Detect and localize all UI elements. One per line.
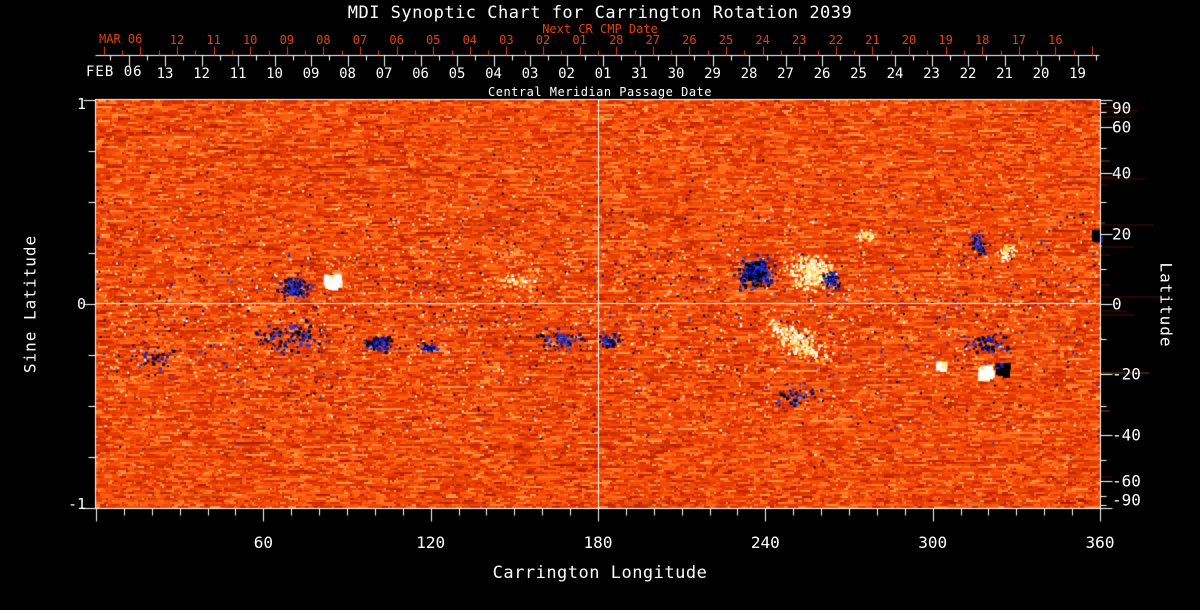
next-cr-date-tick-label: 24 bbox=[755, 33, 770, 47]
next-cr-date-tick-label: 09 bbox=[279, 33, 295, 47]
next-cr-date-tick-label: 16 bbox=[1048, 33, 1063, 47]
next-cr-date-tick-label: 25 bbox=[718, 33, 734, 47]
next-cr-date-tick-label: 20 bbox=[901, 33, 917, 47]
cmp-date-tick-label: 02 bbox=[558, 66, 575, 82]
latitude-tick-label: 40 bbox=[1112, 163, 1132, 183]
cmp-date-tick-label: 01 bbox=[594, 66, 612, 82]
cmp-date-tick-label: 03 bbox=[521, 66, 539, 82]
cmp-date-tick-label: 07 bbox=[375, 66, 393, 82]
cmp-date-tick-label: 23 bbox=[923, 66, 940, 82]
next-cr-date-tick-label: 12 bbox=[169, 33, 185, 47]
longitude-tick-label: 300 bbox=[918, 533, 948, 552]
cmp-date-tick-label: 06 bbox=[412, 66, 429, 82]
next-cr-date-tick-label: 18 bbox=[974, 33, 990, 47]
cmp-date-tick-label: 13 bbox=[156, 66, 174, 82]
next-cr-date-tick-label: 02 bbox=[535, 33, 551, 47]
chart-title: MDI Synoptic Chart for Carrington Rotati… bbox=[347, 3, 853, 23]
cmp-date-tick-label: 28 bbox=[740, 66, 758, 82]
latitude-tick-label: 20 bbox=[1112, 224, 1132, 244]
sine-latitude-axis-title: Sine Latitude bbox=[20, 234, 40, 374]
next-cr-date-tick-label: 17 bbox=[1011, 33, 1027, 47]
next-cr-date-tick-label: 01 bbox=[572, 33, 587, 47]
cmp-date-tick-label: 05 bbox=[448, 66, 466, 82]
cmp-date-tick-label: 10 bbox=[266, 66, 283, 82]
sine-latitude-tick-label: -1 bbox=[67, 495, 86, 513]
cmp-date-tick-label: 31 bbox=[631, 66, 648, 82]
next-cr-date-tick-label: 07 bbox=[352, 33, 368, 47]
sine-latitude-tick-label: 0 bbox=[76, 295, 86, 313]
next-cr-cmp-date-label: Next CR CMP Date bbox=[542, 22, 658, 36]
cmp-date-tick-label: 11 bbox=[229, 66, 247, 82]
cmp-date-tick-label: 24 bbox=[886, 66, 904, 82]
latitude-tick-label: 60 bbox=[1112, 117, 1132, 137]
cmp-month-label: FEB 06 bbox=[86, 64, 143, 80]
cmp-date-tick-label: 09 bbox=[302, 66, 320, 82]
latitude-tick-label: 90 bbox=[1112, 98, 1132, 118]
cmp-date-tick-label: 21 bbox=[996, 66, 1013, 82]
cmp-date-tick-label: 19 bbox=[1069, 66, 1086, 82]
latitude-tick-label: -60 bbox=[1112, 471, 1141, 491]
next-cr-date-tick-label: 11 bbox=[206, 33, 221, 47]
cmp-date-tick-label: 27 bbox=[777, 66, 794, 82]
next-cr-date-tick-label: 28 bbox=[608, 33, 624, 47]
cmp-date-tick-label: 22 bbox=[959, 66, 977, 82]
next-cr-date-tick-label: 10 bbox=[242, 33, 258, 47]
next-cr-date-tick-label: 22 bbox=[828, 33, 844, 47]
longitude-tick-label: 120 bbox=[416, 533, 446, 552]
latitude-tick-label: -40 bbox=[1112, 425, 1141, 445]
cmp-date-tick-label: 20 bbox=[1032, 66, 1050, 82]
latitude-tick-label: -20 bbox=[1112, 364, 1141, 384]
cmp-date-tick-label: 12 bbox=[193, 66, 210, 82]
cmp-date-tick-label: 29 bbox=[704, 66, 721, 82]
next-cr-date-tick-label: 06 bbox=[389, 33, 404, 47]
next-cr-date-tick-label: 03 bbox=[499, 33, 514, 47]
cmp-date-tick-label: 25 bbox=[850, 66, 867, 82]
next-cr-date-tick-label: 27 bbox=[645, 33, 661, 47]
next-cr-date-tick-label: 19 bbox=[938, 33, 953, 47]
next-cr-date-tick-label: 26 bbox=[682, 33, 697, 47]
latitude-tick-label: -90 bbox=[1112, 490, 1141, 510]
longitude-tick-label: 240 bbox=[750, 533, 780, 552]
sine-latitude-tick-label: 1 bbox=[76, 95, 86, 113]
next-cr-date-tick-label: 23 bbox=[791, 33, 807, 47]
next-cr-month-label: MAR 06 bbox=[99, 32, 143, 46]
longitude-tick-label: 60 bbox=[253, 533, 273, 552]
central-meridian-passage-date-label: Central Meridian Passage Date bbox=[487, 85, 713, 99]
next-cr-date-tick-label: 21 bbox=[865, 33, 880, 47]
latitude-tick-label: 0 bbox=[1112, 294, 1122, 314]
latitude-axis-title: Latitude bbox=[1156, 262, 1176, 348]
cmp-date-tick-label: 30 bbox=[667, 66, 685, 82]
carrington-longitude-axis-title: Carrington Longitude bbox=[492, 563, 708, 583]
next-cr-date-tick-label: 08 bbox=[316, 33, 331, 47]
cmp-date-tick-label: 08 bbox=[339, 66, 356, 82]
longitude-tick-label: 360 bbox=[1085, 533, 1115, 552]
cmp-date-tick-label: 04 bbox=[485, 66, 502, 82]
longitude-tick-label: 180 bbox=[583, 533, 613, 552]
cmp-date-tick-label: 26 bbox=[813, 66, 831, 82]
next-cr-date-tick-label: 05 bbox=[425, 33, 441, 47]
next-cr-date-tick-label: 04 bbox=[462, 33, 478, 47]
